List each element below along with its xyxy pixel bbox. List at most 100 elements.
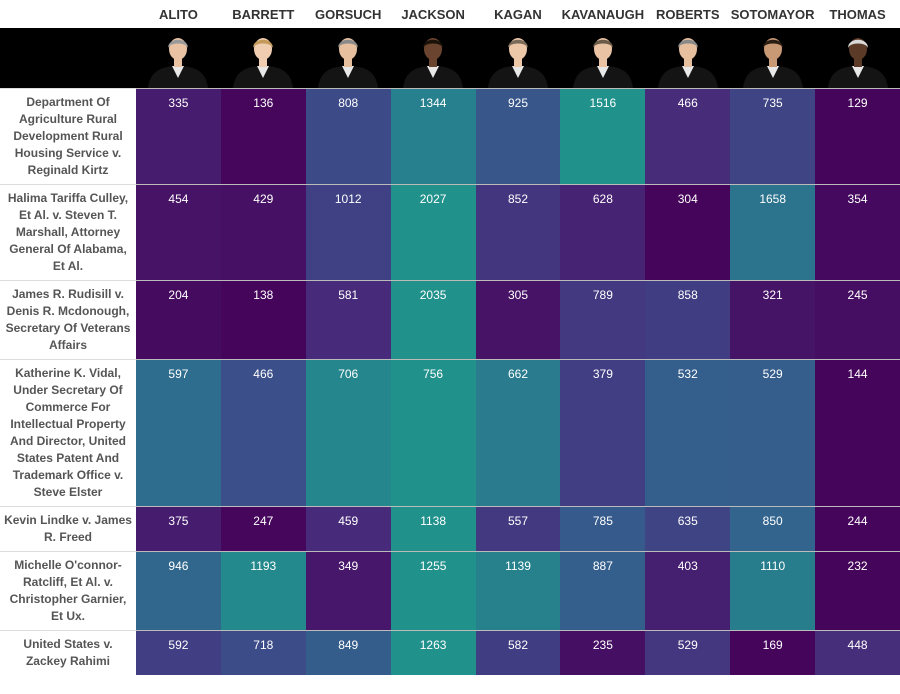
heatmap-cell: 706 [305, 359, 391, 506]
column-header: KAGAN [475, 0, 561, 28]
heatmap-cell: 2035 [390, 280, 476, 359]
heatmap-cell: 136 [220, 88, 306, 184]
heatmap-cell: 662 [475, 359, 561, 506]
heatmap-cell: 232 [815, 551, 900, 630]
heatmap-cell: 354 [815, 184, 900, 280]
heatmap-cell: 1110 [730, 551, 816, 630]
heatmap-cell: 582 [475, 630, 561, 675]
heatmap-cell: 459 [305, 506, 391, 551]
heatmap-cell: 1263 [390, 630, 476, 675]
justice-photo [560, 28, 646, 88]
heatmap-cell: 144 [815, 359, 900, 506]
heatmap-cell: 349 [305, 551, 391, 630]
justice-portrait-icon [148, 38, 209, 88]
justice-portrait-icon [742, 38, 803, 88]
row-label: Kevin Lindke v. James R. Freed [0, 506, 136, 551]
heatmap-cell: 1344 [390, 88, 476, 184]
heatmap-cell: 1193 [220, 551, 306, 630]
heatmap-cell: 304 [645, 184, 731, 280]
heatmap-cell: 335 [136, 88, 221, 184]
heatmap-cell: 466 [220, 359, 306, 506]
heatmap-cell: 375 [136, 506, 221, 551]
justice-portrait-icon [233, 38, 294, 88]
justice-photo [220, 28, 306, 88]
justice-photo [815, 28, 900, 88]
row-label: Department Of Agriculture Rural Developm… [0, 88, 136, 184]
heatmap-cell: 466 [645, 88, 731, 184]
heatmap-cell: 1012 [305, 184, 391, 280]
heatmap-cell: 1139 [475, 551, 561, 630]
column-header: SOTOMAYOR [730, 0, 816, 28]
heatmap-cell: 403 [645, 551, 731, 630]
column-header: JACKSON [390, 0, 476, 28]
table-corner [0, 0, 136, 28]
heatmap-cell: 247 [220, 506, 306, 551]
justice-photo [730, 28, 816, 88]
heatmap-cell: 138 [220, 280, 306, 359]
heatmap-cell: 529 [730, 359, 816, 506]
heatmap-cell: 852 [475, 184, 561, 280]
heatmap-cell: 454 [136, 184, 221, 280]
photo-band-spacer [0, 28, 136, 88]
justice-photo [390, 28, 476, 88]
heatmap-cell: 305 [475, 280, 561, 359]
justice-portrait-icon [318, 38, 379, 88]
heatmap-cell: 581 [305, 280, 391, 359]
column-header: ALITO [136, 0, 221, 28]
justice-photo [136, 28, 221, 88]
heatmap-cell: 718 [220, 630, 306, 675]
heatmap-cell: 925 [475, 88, 561, 184]
heatmap-cell: 235 [560, 630, 646, 675]
heatmap-cell: 245 [815, 280, 900, 359]
heatmap-cell: 858 [645, 280, 731, 359]
justice-portrait-icon [403, 38, 464, 88]
heatmap-cell: 204 [136, 280, 221, 359]
heatmap-cell: 785 [560, 506, 646, 551]
justice-portrait-icon [827, 38, 888, 88]
heatmap-cell: 789 [560, 280, 646, 359]
justice-portrait-icon [572, 38, 633, 88]
column-header: GORSUCH [305, 0, 391, 28]
heatmap-cell: 321 [730, 280, 816, 359]
heatmap-cell: 735 [730, 88, 816, 184]
heatmap-cell: 850 [730, 506, 816, 551]
column-header: KAVANAUGH [560, 0, 646, 28]
row-label: Halima Tariffa Culley, Et Al. v. Steven … [0, 184, 136, 280]
heatmap-cell: 592 [136, 630, 221, 675]
justice-photo [645, 28, 731, 88]
heatmap-cell: 169 [730, 630, 816, 675]
row-label: Michelle O'connor-Ratcliff, Et Al. v. Ch… [0, 551, 136, 630]
heatmap-cell: 244 [815, 506, 900, 551]
heatmap-cell: 635 [645, 506, 731, 551]
justice-photo [305, 28, 391, 88]
heatmap-cell: 1255 [390, 551, 476, 630]
column-header: BARRETT [220, 0, 306, 28]
heatmap-cell: 429 [220, 184, 306, 280]
heatmap-cell: 1658 [730, 184, 816, 280]
heatmap-cell: 849 [305, 630, 391, 675]
heatmap-cell: 557 [475, 506, 561, 551]
heatmap-cell: 628 [560, 184, 646, 280]
heatmap-cell: 946 [136, 551, 221, 630]
heatmap-cell: 1516 [560, 88, 646, 184]
column-header: ROBERTS [645, 0, 731, 28]
heatmap-cell: 808 [305, 88, 391, 184]
heatmap-cell: 756 [390, 359, 476, 506]
heatmap-cell: 887 [560, 551, 646, 630]
heatmap-cell: 597 [136, 359, 221, 506]
row-label: Katherine K. Vidal, Under Secretary Of C… [0, 359, 136, 506]
justice-photo [475, 28, 561, 88]
heatmap-cell: 529 [645, 630, 731, 675]
heatmap-cell: 129 [815, 88, 900, 184]
heatmap-cell: 379 [560, 359, 646, 506]
column-header: THOMAS [815, 0, 900, 28]
heatmap-cell: 2027 [390, 184, 476, 280]
row-label: United States v. Zackey Rahimi [0, 630, 136, 675]
heatmap-cell: 532 [645, 359, 731, 506]
row-label: James R. Rudisill v. Denis R. Mcdonough,… [0, 280, 136, 359]
justice-portrait-icon [657, 38, 718, 88]
justice-portrait-icon [487, 38, 548, 88]
heatmap-cell: 448 [815, 630, 900, 675]
heatmap-cell: 1138 [390, 506, 476, 551]
